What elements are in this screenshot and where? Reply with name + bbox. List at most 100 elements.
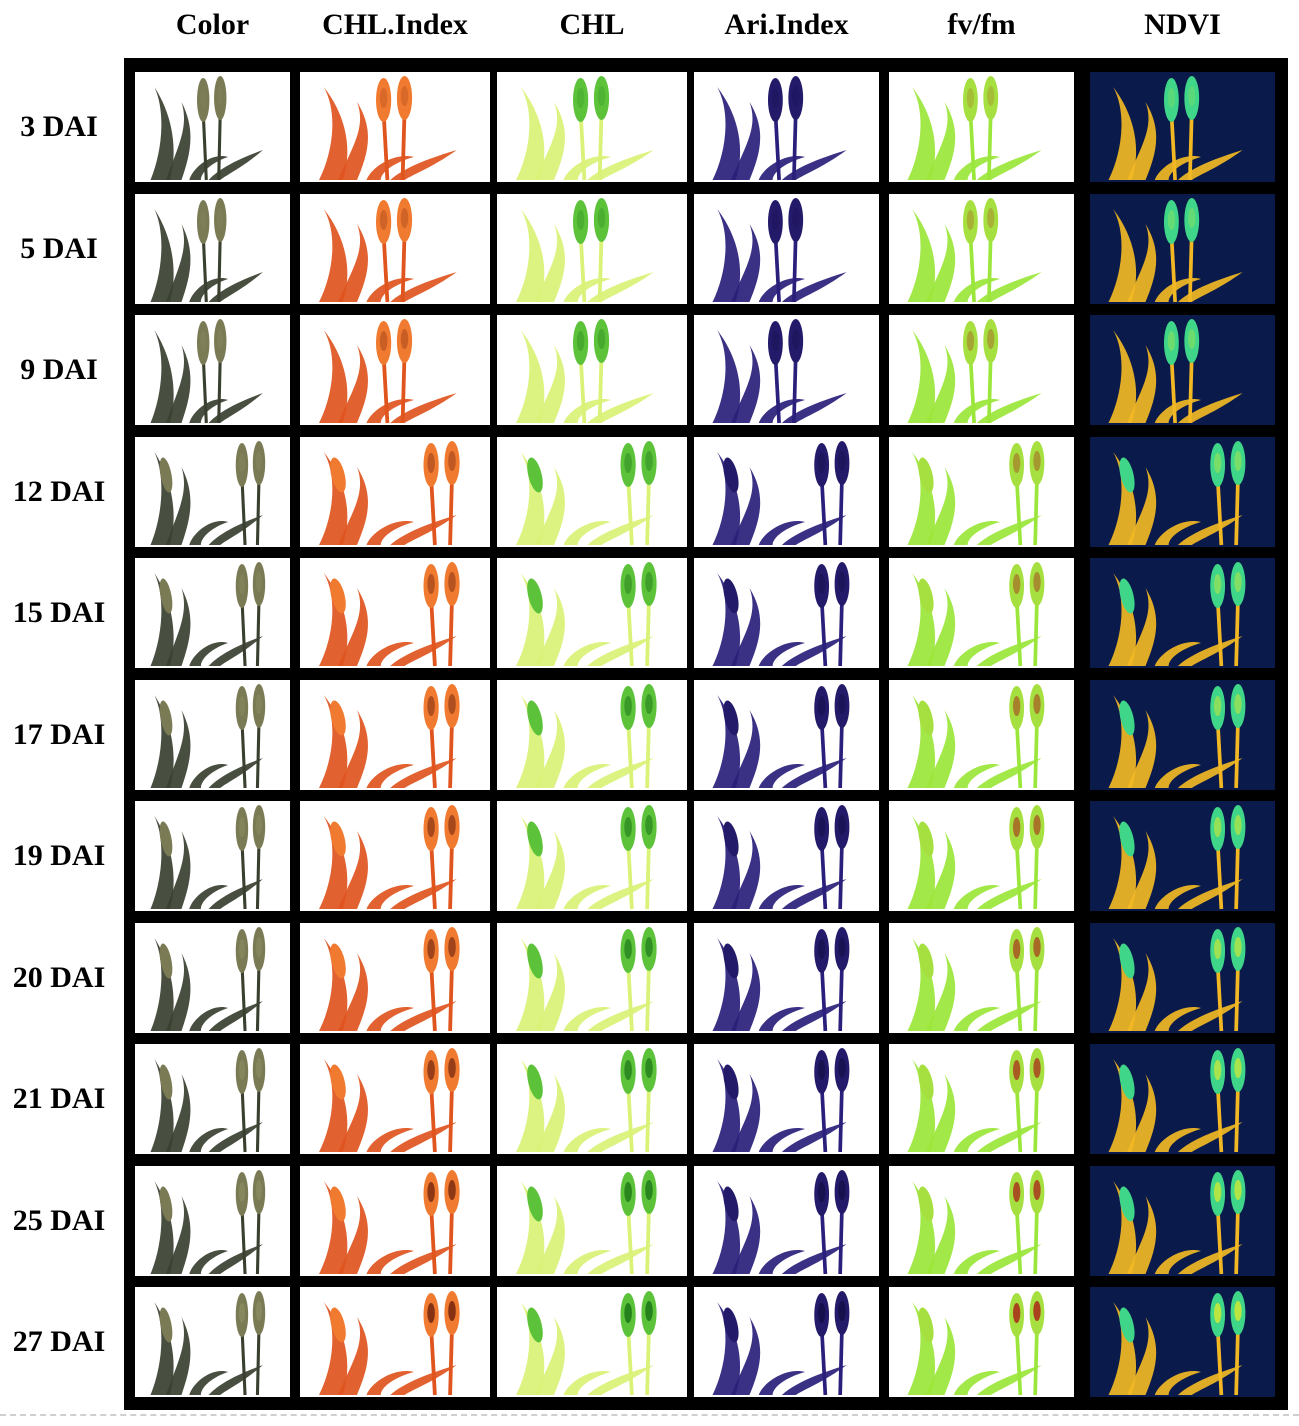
wheat-plant-image	[1108, 76, 1243, 181]
image-cell-chl-index	[300, 801, 490, 911]
image-cell-color	[135, 436, 290, 547]
image-cell-chl-index	[300, 1044, 490, 1154]
wheat-plant-image	[1108, 926, 1246, 1031]
image-cell-chl	[497, 436, 687, 547]
wheat-plant-image	[516, 76, 654, 181]
wheat-plant-image	[712, 805, 850, 910]
row-label: 12 DAI	[12, 474, 106, 508]
wheat-plant-image	[1108, 805, 1246, 910]
image-cell-ari-index	[694, 801, 879, 911]
row-label: 15 DAI	[12, 596, 106, 629]
wheat-plant-image	[516, 562, 657, 667]
image-cell-chl	[497, 193, 687, 304]
image-cell-ndvi	[1090, 315, 1275, 425]
image-cell-fv-fm	[889, 679, 1074, 790]
image-cell-ndvi	[1090, 922, 1275, 1033]
wheat-plant-image	[1108, 683, 1246, 788]
column-header-fv-fm: fv/fm	[947, 8, 1016, 41]
wheat-plant-image	[712, 319, 847, 424]
wheat-plant-image	[907, 1169, 1045, 1274]
image-cell-fv-fm	[889, 558, 1074, 668]
column-header-color: Color	[175, 8, 250, 41]
row-label: 25 DAI	[12, 1203, 106, 1237]
wheat-plant-image	[319, 683, 460, 788]
wheat-plant-image	[516, 683, 657, 788]
wheat-plant-image	[712, 197, 847, 302]
image-cell-ndvi	[1090, 801, 1275, 911]
wheat-plant-image	[319, 805, 460, 910]
wheat-plant-image	[907, 926, 1045, 1031]
image-cell-ndvi	[1090, 1044, 1275, 1154]
wheat-plant-image	[712, 683, 850, 788]
row-label: 19 DAI	[12, 839, 106, 872]
wheat-plant-image	[1108, 440, 1246, 545]
image-cell-ndvi	[1090, 679, 1275, 790]
image-cell-fv-fm	[889, 193, 1074, 304]
column-header-chl: CHL	[559, 8, 625, 41]
image-cell-chl	[497, 72, 687, 182]
wheat-plant-image	[319, 1048, 460, 1153]
image-cell-chl	[497, 922, 687, 1033]
wheat-plant-image	[712, 1048, 850, 1153]
image-cell-fv-fm	[889, 1287, 1074, 1397]
image-cell-color	[135, 801, 290, 911]
wheat-plant-image	[150, 1291, 266, 1396]
wheat-plant-image	[712, 926, 850, 1031]
image-cell-ari-index	[694, 922, 879, 1033]
image-cell-chl	[497, 315, 687, 425]
wheat-plant-image	[516, 805, 657, 910]
image-cell-color	[135, 315, 290, 425]
wheat-plant-image	[319, 197, 457, 302]
wheat-plant-image	[712, 562, 850, 667]
row-label: 17 DAI	[12, 717, 106, 751]
image-cell-ndvi	[1090, 558, 1275, 668]
image-cell-ari-index	[694, 436, 879, 547]
wheat-plant-image	[907, 1291, 1045, 1396]
image-cell-color	[135, 72, 290, 182]
image-cell-ari-index	[694, 72, 879, 182]
image-cell-ndvi	[1090, 1287, 1275, 1397]
wheat-plant-image	[907, 76, 1042, 181]
wheat-plant-image	[1108, 197, 1243, 302]
image-cell-ndvi	[1090, 1165, 1275, 1276]
image-cell-chl-index	[300, 315, 490, 425]
row-label: 27 DAI	[12, 1325, 106, 1358]
image-cell-chl-index	[300, 922, 490, 1033]
wheat-plant-image	[1108, 562, 1246, 667]
wheat-plant-image	[907, 683, 1045, 788]
wheat-plant-image	[712, 440, 850, 545]
column-header-ndvi: NDVI	[1144, 8, 1221, 41]
wheat-plant-image	[150, 926, 266, 1031]
wheat-plant-image	[907, 1048, 1045, 1153]
image-cell-ndvi	[1090, 436, 1275, 547]
wheat-plant-image	[516, 440, 657, 545]
image-cell-color	[135, 922, 290, 1033]
image-cell-ari-index	[694, 1287, 879, 1397]
image-cell-chl	[497, 1287, 687, 1397]
image-cell-chl-index	[300, 193, 490, 304]
wheat-plant-image	[319, 1291, 460, 1396]
wheat-plant-image	[712, 1169, 850, 1274]
image-cell-ari-index	[694, 193, 879, 304]
image-cell-ari-index	[694, 1165, 879, 1276]
image-cell-ndvi	[1090, 193, 1275, 304]
image-cell-fv-fm	[889, 315, 1074, 425]
wheat-plant-image	[1108, 1291, 1246, 1396]
image-cell-chl-index	[300, 72, 490, 182]
image-cell-ari-index	[694, 1044, 879, 1154]
image-cell-fv-fm	[889, 1044, 1074, 1154]
wheat-plant-image	[319, 562, 460, 667]
wheat-plant-image	[150, 805, 266, 910]
row-label: 3 DAI	[20, 110, 98, 143]
image-cell-color	[135, 679, 290, 790]
image-cell-fv-fm	[889, 436, 1074, 547]
image-cell-ari-index	[694, 315, 879, 425]
wheat-plant-image	[516, 197, 654, 302]
image-cell-chl	[497, 679, 687, 790]
image-cell-color	[135, 193, 290, 304]
wheat-plant-image	[1108, 1048, 1246, 1153]
image-cell-chl-index	[300, 1287, 490, 1397]
row-label: 9 DAI	[20, 353, 98, 386]
wheat-plant-image	[150, 76, 263, 181]
image-cell-chl	[497, 1165, 687, 1276]
